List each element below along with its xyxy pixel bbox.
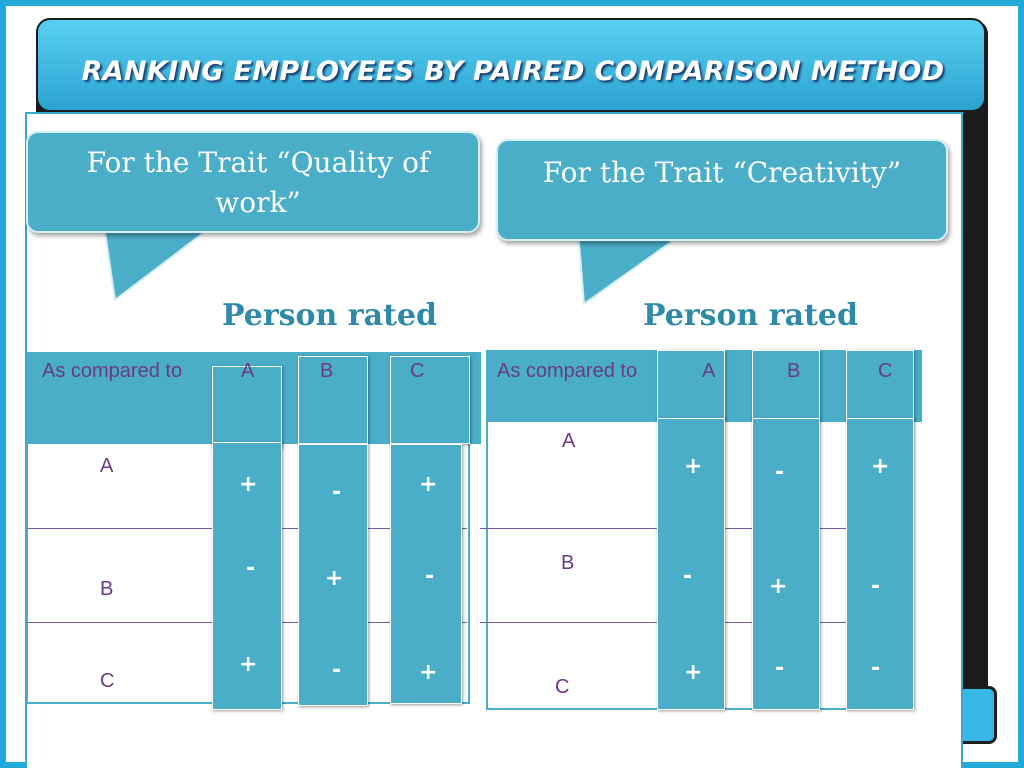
- left-header-label: As compared to: [42, 360, 183, 382]
- right-cell-c-b: -: [775, 656, 785, 681]
- left-callout: For the Trait “Quality of work”: [26, 131, 480, 233]
- right-cell-a-c: +: [871, 454, 890, 479]
- right-col-a-strip: [657, 418, 725, 710]
- left-cell-a-a: +: [239, 472, 258, 497]
- right-cell-b-b: +: [769, 574, 788, 599]
- right-cell-c-a: +: [684, 660, 703, 685]
- left-cell-c-b: -: [332, 658, 342, 683]
- left-col-label-b: B: [320, 360, 334, 382]
- left-col-label-a: A: [241, 360, 255, 382]
- left-col-a-cap: [212, 366, 282, 448]
- right-callout: For the Trait “Creativity”: [496, 139, 948, 241]
- right-row-label-c: C: [555, 676, 570, 698]
- title-bar: RANKING EMPLOYEES BY PAIRED COMPARISON M…: [36, 18, 986, 112]
- right-row-label-b: B: [561, 552, 575, 574]
- left-cell-c-c: +: [419, 660, 438, 685]
- left-col-a-strip: [212, 442, 282, 710]
- left-col-label-c: C: [410, 360, 425, 382]
- left-col-c-cap: [390, 356, 470, 444]
- left-cell-a-b: -: [332, 480, 342, 505]
- right-person-rated-heading: Person rated: [643, 298, 858, 333]
- left-person-rated-heading: Person rated: [222, 298, 437, 333]
- right-col-c-strip: [846, 418, 914, 710]
- left-cell-b-b: +: [325, 566, 344, 591]
- right-col-label-b: B: [787, 360, 801, 382]
- right-header-label: As compared to: [497, 360, 638, 382]
- right-col-label-c: C: [878, 360, 893, 382]
- left-row-label-c: C: [100, 670, 115, 692]
- right-cell-c-c: -: [871, 656, 881, 681]
- left-cell-c-a: +: [239, 652, 258, 677]
- left-col-c-strip: [390, 444, 462, 704]
- right-row-label-a: A: [562, 430, 576, 452]
- left-cell-b-c: -: [425, 564, 435, 589]
- right-col-b-cap: [752, 350, 820, 420]
- left-col-b-cap: [298, 356, 368, 444]
- slide-title: RANKING EMPLOYEES BY PAIRED COMPARISON M…: [81, 56, 945, 87]
- right-col-b-strip: [752, 418, 820, 710]
- left-row-label-b: B: [100, 578, 114, 600]
- left-cell-b-a: -: [246, 556, 256, 581]
- right-col-label-a: A: [702, 360, 716, 382]
- right-col-a-cap: [657, 350, 725, 420]
- left-callout-text: For the Trait “Quality of work”: [86, 146, 430, 219]
- right-cell-a-b: -: [775, 460, 785, 485]
- left-col-b-strip: [298, 444, 368, 706]
- left-row-label-a: A: [100, 455, 114, 477]
- right-cell-b-a: -: [683, 564, 693, 589]
- right-cell-a-a: +: [684, 454, 703, 479]
- left-cell-a-c: +: [419, 472, 438, 497]
- right-cell-b-c: -: [871, 574, 881, 599]
- right-callout-text: For the Trait “Creativity”: [542, 156, 902, 189]
